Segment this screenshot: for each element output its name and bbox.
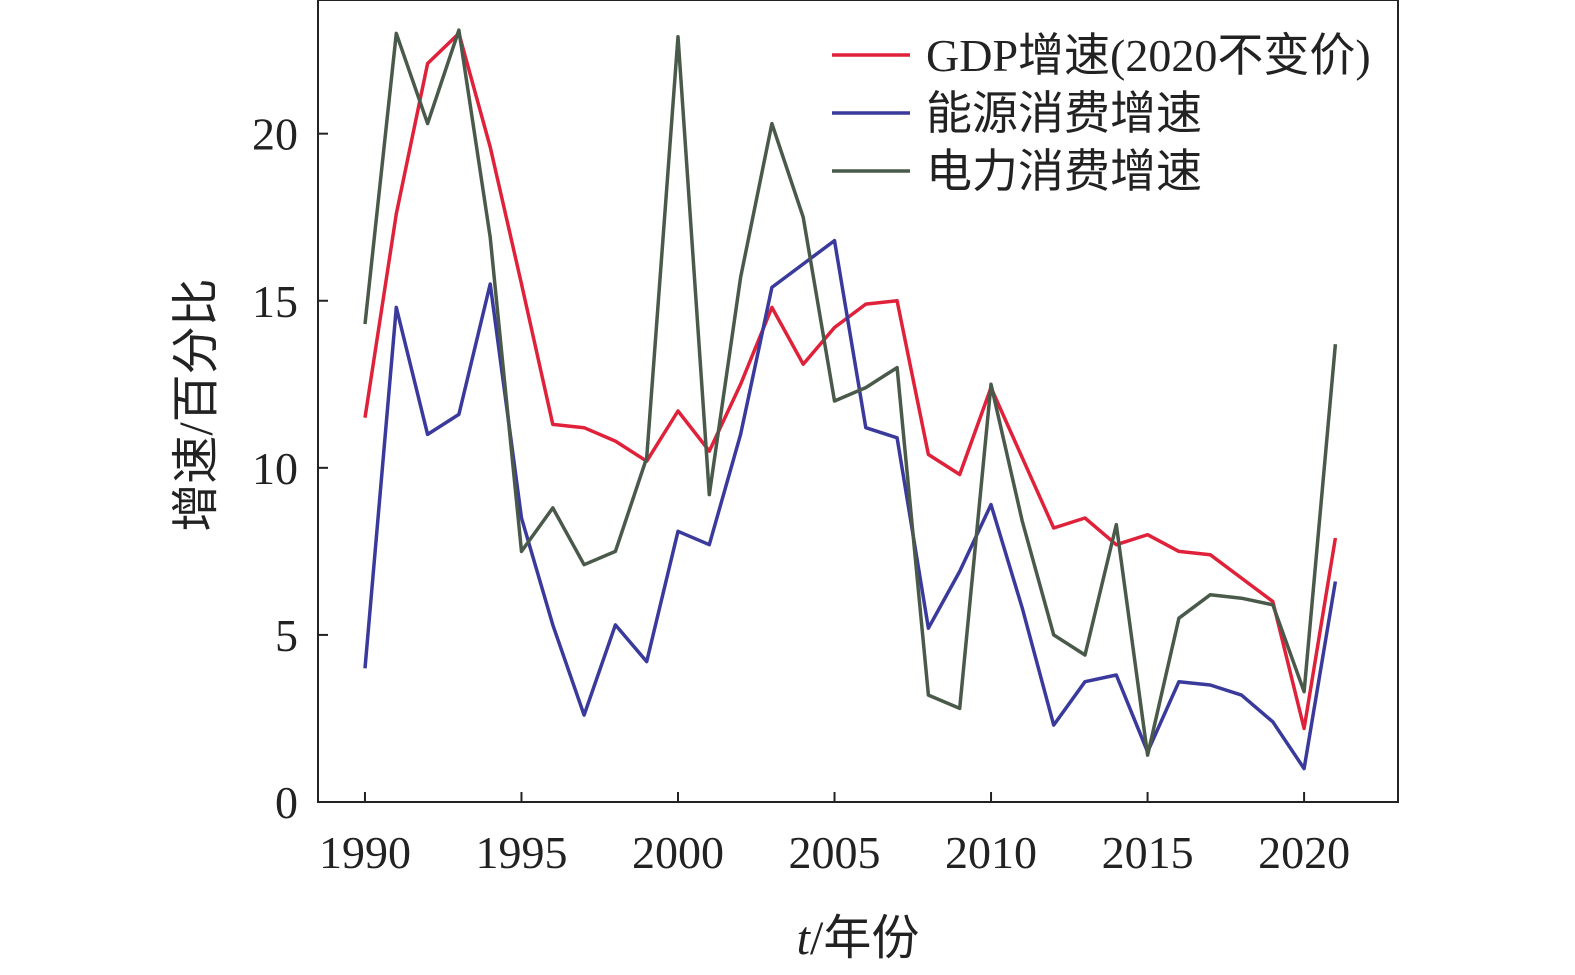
x-tick-label: 2015 — [1102, 827, 1194, 878]
x-tick-label: 1995 — [475, 827, 567, 878]
x-tick-label: 2005 — [789, 827, 881, 878]
series-line-1 — [363, 31, 1338, 731]
x-axis: 1990 1995 2000 2005 2010 2015 2020 — [319, 792, 1350, 878]
x-tick-label: 1990 — [319, 827, 411, 878]
legend-label-3: 电力消费增速 — [926, 146, 1202, 197]
x-tick-label: 2020 — [1258, 827, 1350, 878]
legend-label-1: GDP增速(2020不变价) — [926, 30, 1371, 81]
y-tick-label: 10 — [252, 443, 298, 494]
legend-label-2: 能源消费增速 — [926, 88, 1202, 139]
series-layer — [363, 28, 1338, 771]
y-tick-label: 20 — [252, 109, 298, 160]
series-line-3 — [363, 28, 1338, 757]
plot-frame — [317, 0, 1399, 803]
x-axis-title: t/年份 — [797, 912, 920, 965]
y-axis-title: 增速/百分比 — [170, 278, 223, 531]
x-tick-label: 2010 — [945, 827, 1037, 878]
x-tick-label: 2000 — [632, 827, 724, 878]
y-tick-label: 0 — [275, 777, 298, 828]
y-tick-label: 15 — [252, 276, 298, 327]
y-tick-label: 5 — [275, 610, 298, 661]
y-axis: 0 5 10 15 20 — [252, 109, 328, 828]
series-line-2 — [363, 238, 1338, 771]
